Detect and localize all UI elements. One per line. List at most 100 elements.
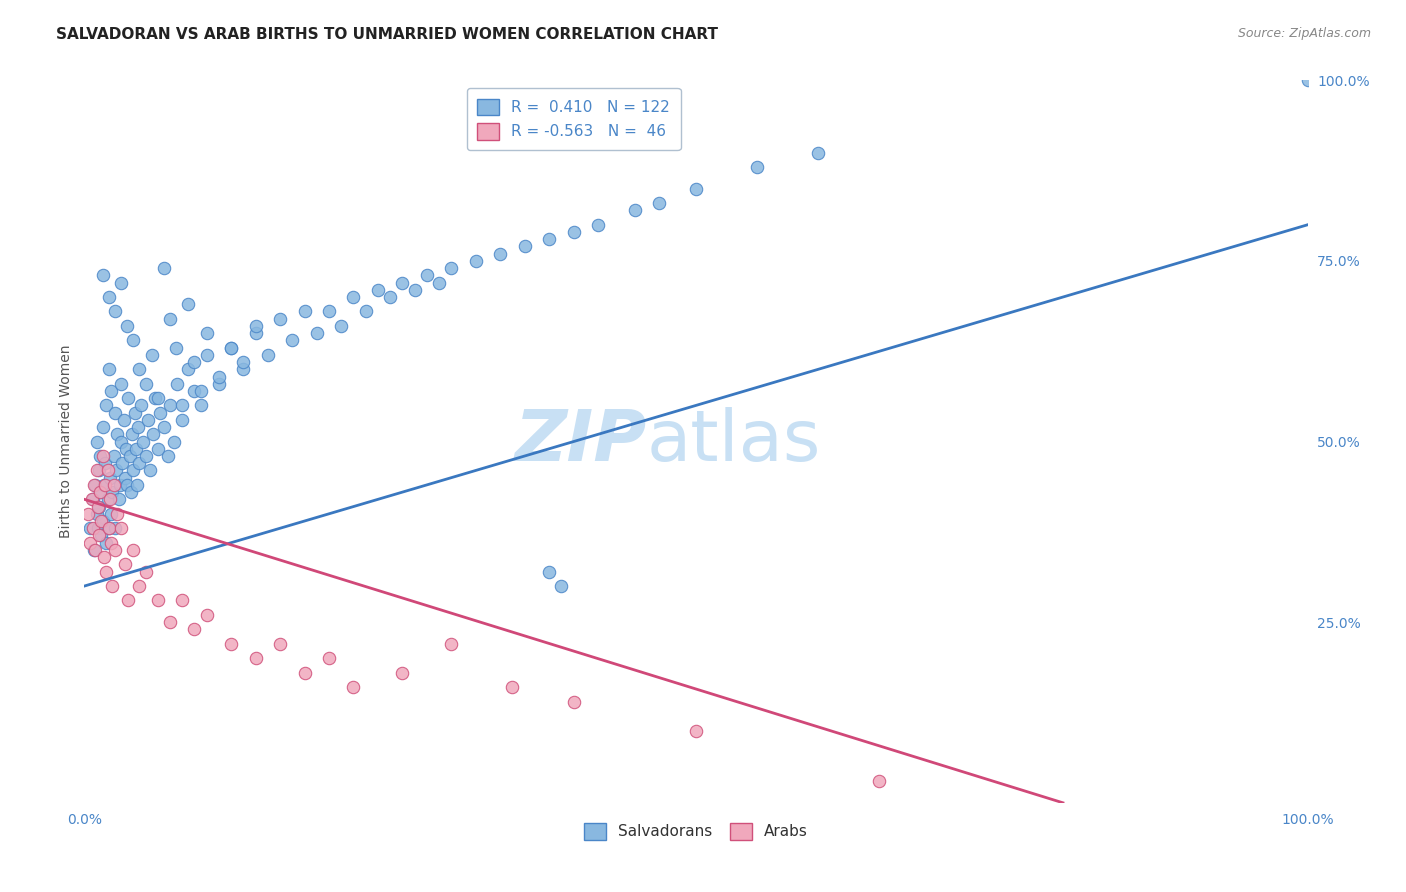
- Point: [97, 492, 120, 507]
- Point: [125, 478, 148, 492]
- Point: [77, 507, 100, 521]
- Point: [105, 507, 128, 521]
- Point: [128, 579, 150, 593]
- Point: [125, 442, 148, 456]
- Point: [91, 449, 114, 463]
- Point: [120, 485, 142, 500]
- Point: [208, 376, 231, 391]
- Point: [108, 478, 131, 492]
- Point: [807, 145, 830, 160]
- Point: [89, 485, 111, 500]
- Point: [91, 420, 114, 434]
- Point: [219, 341, 242, 355]
- Point: [103, 478, 125, 492]
- Point: [624, 203, 647, 218]
- Point: [110, 276, 132, 290]
- Point: [91, 268, 114, 283]
- Point: [342, 680, 364, 694]
- Point: [87, 463, 110, 477]
- Point: [96, 565, 118, 579]
- Point: [562, 695, 585, 709]
- Point: [142, 427, 165, 442]
- Point: [86, 434, 108, 449]
- Text: Source: ZipAtlas.com: Source: ZipAtlas.com: [1237, 27, 1371, 40]
- Point: [121, 427, 143, 442]
- Legend: Salvadorans, Arabs: Salvadorans, Arabs: [578, 817, 814, 846]
- Point: [146, 593, 169, 607]
- Point: [166, 376, 188, 391]
- Point: [195, 348, 218, 362]
- Point: [257, 348, 280, 362]
- Point: [118, 449, 141, 463]
- Point: [100, 535, 122, 549]
- Point: [104, 304, 127, 318]
- Point: [190, 398, 212, 412]
- Point: [132, 434, 155, 449]
- Point: [648, 196, 671, 211]
- Point: [294, 665, 316, 680]
- Point: [86, 463, 108, 477]
- Point: [685, 723, 707, 738]
- Point: [89, 449, 111, 463]
- Point: [177, 297, 200, 311]
- Point: [513, 239, 536, 253]
- Point: [232, 355, 254, 369]
- Point: [502, 680, 524, 694]
- Point: [90, 514, 112, 528]
- Point: [104, 406, 127, 420]
- Point: [183, 384, 205, 398]
- Point: [104, 521, 127, 535]
- Point: [135, 565, 157, 579]
- Point: [87, 528, 110, 542]
- Point: [269, 311, 291, 326]
- Text: ZIP: ZIP: [515, 407, 647, 476]
- Point: [93, 478, 115, 492]
- Point: [245, 651, 267, 665]
- Point: [136, 413, 159, 427]
- Point: [141, 348, 163, 362]
- Point: [245, 326, 267, 340]
- Point: [98, 470, 121, 484]
- Point: [122, 542, 145, 557]
- Point: [128, 456, 150, 470]
- Text: SALVADORAN VS ARAB BIRTHS TO UNMARRIED WOMEN CORRELATION CHART: SALVADORAN VS ARAB BIRTHS TO UNMARRIED W…: [56, 27, 718, 42]
- Point: [159, 398, 181, 412]
- Point: [101, 579, 124, 593]
- Point: [208, 369, 231, 384]
- Point: [117, 593, 139, 607]
- Point: [219, 637, 242, 651]
- Point: [107, 492, 129, 507]
- Point: [84, 542, 107, 557]
- Point: [110, 521, 132, 535]
- Point: [342, 290, 364, 304]
- Point: [79, 521, 101, 535]
- Point: [440, 261, 463, 276]
- Point: [281, 334, 304, 348]
- Point: [127, 420, 149, 434]
- Point: [114, 470, 136, 484]
- Text: atlas: atlas: [647, 407, 821, 476]
- Point: [100, 384, 122, 398]
- Point: [318, 304, 340, 318]
- Point: [110, 376, 132, 391]
- Point: [135, 449, 157, 463]
- Point: [869, 774, 891, 789]
- Point: [165, 341, 187, 355]
- Point: [269, 637, 291, 651]
- Point: [195, 607, 218, 622]
- Point: [427, 276, 450, 290]
- Point: [83, 478, 105, 492]
- Point: [97, 463, 120, 477]
- Point: [139, 463, 162, 477]
- Point: [87, 521, 110, 535]
- Point: [80, 492, 103, 507]
- Point: [100, 507, 122, 521]
- Point: [86, 507, 108, 521]
- Point: [190, 384, 212, 398]
- Point: [163, 434, 186, 449]
- Point: [94, 478, 117, 492]
- Point: [91, 514, 114, 528]
- Point: [747, 160, 769, 174]
- Point: [330, 318, 353, 333]
- Point: [1296, 73, 1319, 87]
